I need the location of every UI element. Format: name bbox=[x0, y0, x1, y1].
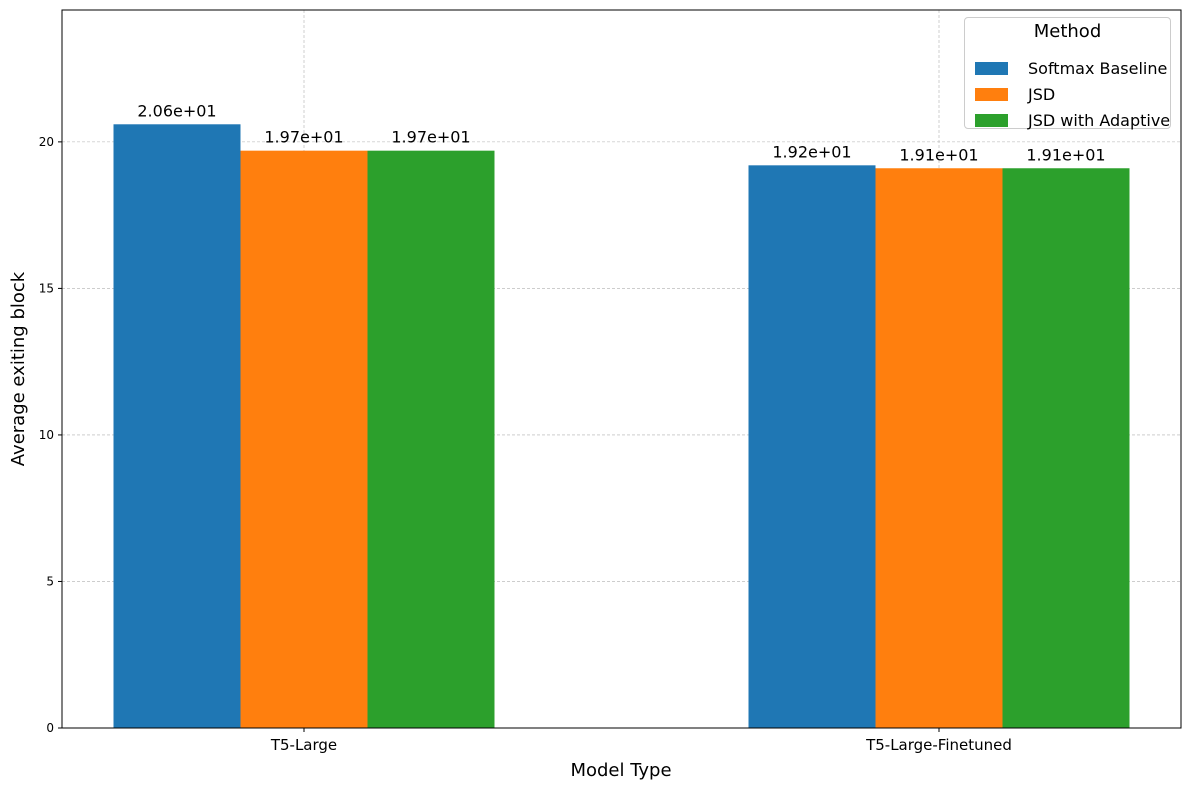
y-tick-label: 0 bbox=[46, 721, 54, 735]
legend-item-jsd-with-adaptive: JSD with Adaptive bbox=[975, 110, 1170, 130]
legend-title: Method bbox=[1033, 21, 1102, 42]
data-labels: 2.06e+01 1.92e+01 1.97e+01 1.91e+01 1.97e+01… bbox=[137, 101, 1105, 164]
bar bbox=[748, 165, 876, 728]
legend-label: JSD with Adaptive bbox=[1028, 110, 1171, 130]
legend-swatch bbox=[975, 87, 1008, 101]
bar bbox=[1002, 168, 1130, 729]
y-tick-label: 20 bbox=[39, 135, 54, 149]
x-tick-label: T5-Large bbox=[270, 736, 337, 754]
y-tick-label: 10 bbox=[39, 428, 54, 442]
bar bbox=[875, 168, 1003, 729]
legend-swatch bbox=[975, 113, 1008, 127]
bar-value-label: 1.91e+01 bbox=[899, 145, 978, 164]
y-tick-label: 5 bbox=[46, 574, 54, 588]
y-axis-label: Average exiting block bbox=[8, 271, 29, 466]
plot-frame bbox=[61, 9, 1182, 729]
legend-item-softmax-baseline: Softmax Baseline bbox=[975, 58, 1167, 78]
y-axis: 0 5 10 15 20 bbox=[39, 135, 62, 735]
bar-value-label: 1.91e+01 bbox=[1026, 145, 1105, 164]
legend-item-jsd: JSD bbox=[975, 84, 1055, 104]
x-tick-label: T5-Large-Finetuned bbox=[865, 736, 1012, 754]
bar bbox=[113, 124, 241, 728]
bar bbox=[367, 150, 495, 729]
y-tick-label: 15 bbox=[39, 281, 54, 295]
x-axis: T5-Large T5-Large-Finetuned bbox=[270, 728, 1012, 754]
bar-value-label: 1.97e+01 bbox=[264, 128, 343, 147]
legend: Method Softmax Baseline JSD JSD with Ada… bbox=[964, 17, 1171, 130]
bar-value-label: 2.06e+01 bbox=[137, 101, 216, 120]
bars bbox=[113, 124, 1130, 729]
legend-swatch bbox=[975, 61, 1008, 75]
x-axis-label: Model Type bbox=[570, 760, 671, 781]
legend-label: Softmax Baseline bbox=[1028, 58, 1168, 78]
bar-value-label: 1.97e+01 bbox=[391, 128, 470, 147]
bar bbox=[240, 150, 368, 729]
bar-value-label: 1.92e+01 bbox=[772, 142, 851, 161]
legend-label: JSD bbox=[1028, 84, 1056, 104]
